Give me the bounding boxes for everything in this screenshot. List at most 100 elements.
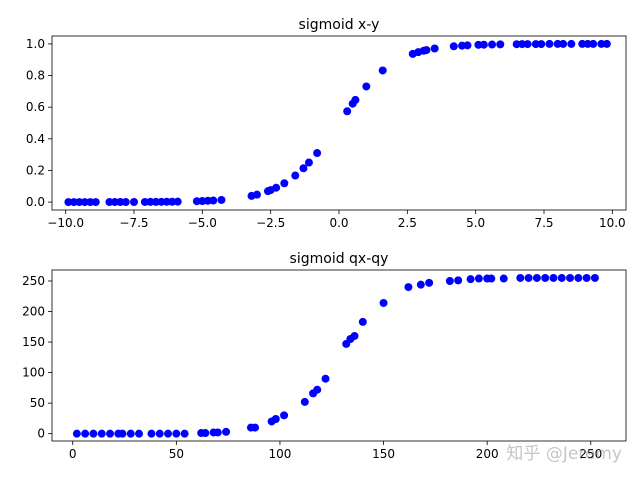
data-point (454, 276, 463, 285)
data-point (64, 198, 73, 207)
x-tick-label: −7.5 (119, 216, 148, 230)
data-point (523, 40, 532, 49)
data-point (590, 273, 599, 282)
watermark-text: 知乎 @Jeremy (506, 444, 622, 464)
data-point (463, 41, 472, 50)
data-point (487, 274, 496, 283)
y-tick-label: 200 (22, 305, 45, 319)
x-tick-label: 5.0 (466, 216, 485, 230)
x-tick-label: 10.0 (599, 216, 626, 230)
data-point (155, 429, 164, 438)
data-point (499, 274, 508, 283)
data-point (272, 183, 281, 192)
data-point (574, 273, 583, 282)
x-tick-label: 150 (372, 447, 395, 461)
data-point (379, 298, 388, 307)
data-point (299, 164, 308, 173)
data-point (567, 39, 576, 48)
y-tick-label: 100 (22, 366, 45, 380)
data-point (422, 46, 431, 55)
data-point (430, 44, 439, 53)
data-point (135, 429, 144, 438)
data-point (106, 429, 115, 438)
data-point (350, 331, 359, 340)
data-point (130, 198, 138, 207)
data-point (531, 40, 540, 49)
x-tick-label: 200 (476, 447, 499, 461)
data-point (280, 411, 289, 420)
x-tick-label: 100 (268, 447, 291, 461)
data-point (253, 190, 261, 199)
y-tick-label: 150 (22, 335, 45, 349)
data-point (597, 39, 606, 48)
y-tick-label: 250 (22, 274, 45, 288)
data-point (496, 40, 505, 49)
data-point (126, 429, 135, 438)
y-tick-label: 0.8 (26, 69, 45, 83)
data-point (201, 429, 210, 438)
chart-title: sigmoid qx-qy (290, 251, 389, 267)
data-point (449, 42, 458, 51)
data-point (516, 273, 525, 282)
data-point (532, 273, 541, 282)
data-point (222, 427, 231, 436)
data-point (217, 195, 226, 204)
data-point (479, 40, 488, 49)
data-point (557, 273, 566, 282)
data-point (559, 39, 568, 48)
data-point (280, 179, 289, 188)
data-point (583, 39, 592, 48)
data-point (378, 66, 387, 75)
data-point (89, 429, 98, 438)
data-point (351, 95, 360, 104)
y-tick-label: 0 (37, 427, 45, 441)
x-tick-label: −5.0 (188, 216, 217, 230)
data-point (147, 429, 156, 438)
x-tick-label: 250 (579, 447, 602, 461)
x-tick-label: 2.5 (398, 216, 417, 230)
x-tick-label: 50 (169, 447, 184, 461)
x-tick-label: 0.0 (329, 216, 348, 230)
y-tick-label: 0.2 (26, 163, 45, 177)
y-tick-label: 0.6 (26, 100, 45, 114)
data-point (524, 273, 533, 282)
data-point (209, 196, 218, 205)
data-point (466, 275, 475, 284)
data-point (97, 429, 106, 438)
data-point (121, 198, 130, 207)
data-point (173, 197, 182, 206)
chart-sigmoid-x-y: sigmoid x-y −10.0 −7.5 −5.0 −2.5 0.0 2.5 5.0 7.5… (26, 17, 627, 230)
y-tick-label: 50 (30, 396, 45, 410)
data-point (425, 278, 434, 287)
y-tick-label: 0.0 (26, 195, 45, 209)
x-tick-label: −2.5 (256, 216, 285, 230)
data-point (358, 317, 367, 326)
data-point (578, 39, 587, 48)
data-point (118, 429, 127, 438)
data-point (445, 276, 454, 285)
data-point (81, 429, 90, 438)
data-point (251, 423, 260, 432)
data-point (75, 198, 84, 207)
data-point (343, 107, 352, 116)
x-tick-label: 0 (69, 447, 77, 461)
data-point (404, 283, 413, 292)
data-point (164, 429, 173, 438)
data-point (589, 39, 598, 48)
data-point (304, 158, 313, 167)
data-point (313, 385, 322, 394)
data-point (474, 274, 483, 283)
data-point (545, 39, 554, 48)
data-point (291, 171, 300, 180)
data-point (313, 149, 322, 158)
data-point (80, 198, 89, 207)
data-point (180, 429, 189, 438)
data-point (488, 40, 497, 49)
data-point (416, 280, 425, 289)
y-tick-label: 0.4 (26, 132, 45, 146)
data-point (271, 415, 280, 424)
data-point (553, 39, 562, 48)
data-point (72, 429, 81, 438)
data-point (321, 374, 330, 383)
